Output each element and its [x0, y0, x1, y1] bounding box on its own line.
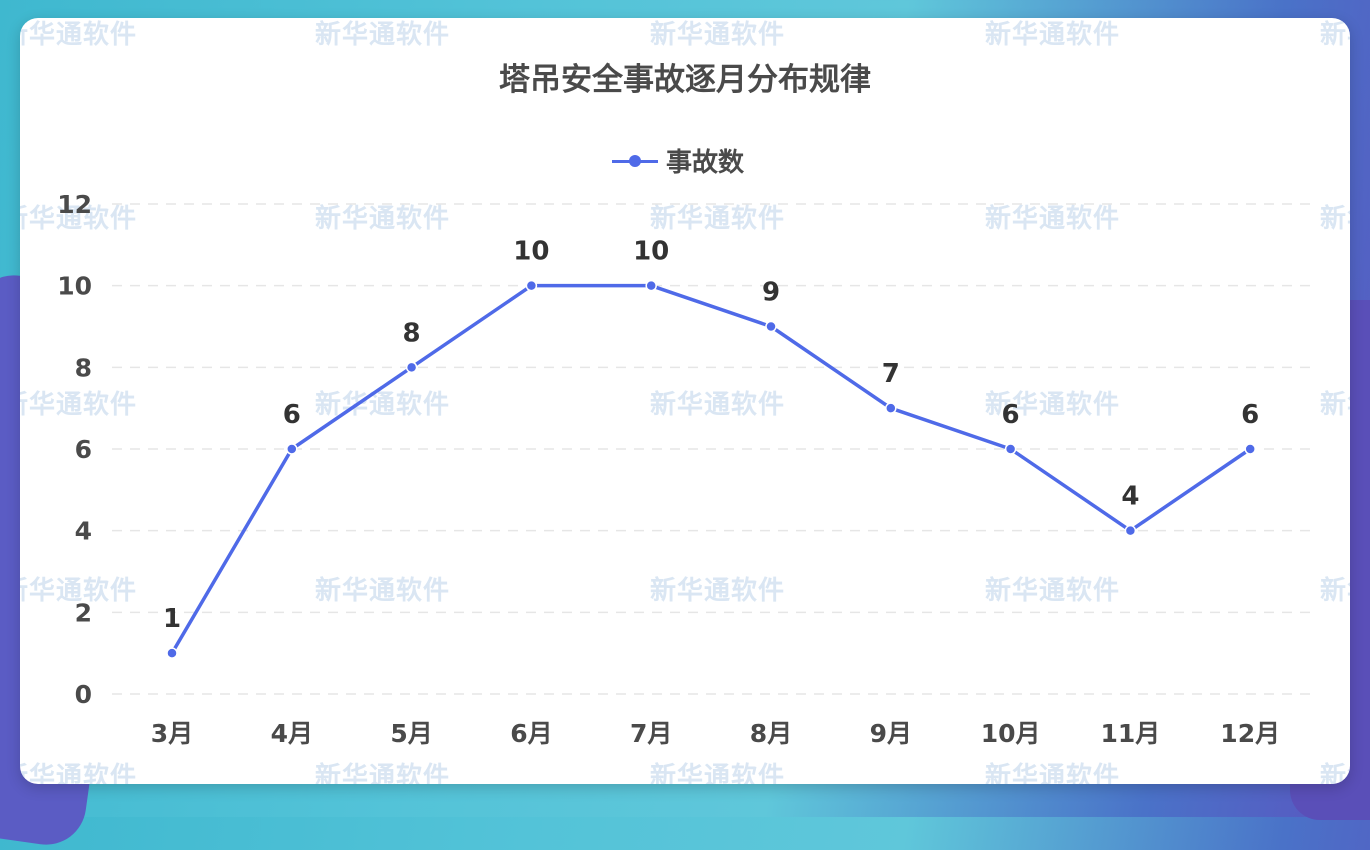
data-label: 6 — [283, 400, 301, 430]
x-tick-label: 10月 — [981, 719, 1041, 748]
x-tick-label: 3月 — [151, 719, 193, 748]
data-label: 1 — [163, 604, 181, 634]
data-point — [1124, 524, 1137, 537]
data-point — [645, 279, 657, 292]
y-tick-label: 12 — [57, 190, 92, 219]
data-point — [1004, 443, 1017, 455]
data-point — [286, 443, 298, 455]
line-chart: 0 2 4 6 8 10 12 3月 4月 5月 6月 7月 8月 9月 10月 11月 12月 1 6 8 10 10 9… — [57, 190, 1310, 748]
y-tick-label: 0 — [75, 680, 92, 709]
legend-series-marker — [612, 151, 658, 171]
x-tick-label: 8月 — [750, 719, 792, 748]
data-label: 4 — [1121, 482, 1139, 512]
y-tick-label: 2 — [75, 598, 92, 627]
data-point — [1244, 443, 1256, 455]
legend-series-label: 事故数 — [666, 148, 745, 178]
data-label: 8 — [403, 318, 421, 348]
data-point — [885, 402, 897, 414]
y-tick-label: 6 — [75, 435, 92, 464]
x-tick-label: 7月 — [630, 719, 672, 748]
data-label: 10 — [513, 237, 549, 267]
chart-title: 塔吊安全事故逐月分布规律 — [499, 62, 871, 98]
data-label: 10 — [633, 237, 669, 267]
data-point — [525, 279, 538, 292]
x-tick-label: 4月 — [271, 719, 313, 748]
x-tick-label: 12月 — [1220, 719, 1280, 748]
y-tick-label: 4 — [75, 517, 92, 546]
x-tick-label: 5月 — [390, 719, 432, 748]
x-tick-label: 11月 — [1101, 719, 1161, 748]
data-point — [765, 320, 777, 333]
data-label: 7 — [882, 359, 900, 389]
series-line — [170, 283, 1252, 655]
legend[interactable]: 事故数 — [612, 142, 744, 179]
data-point — [166, 647, 178, 659]
y-tick-label: 8 — [75, 353, 92, 382]
data-label: 6 — [1241, 400, 1259, 430]
x-tick-label: 9月 — [870, 719, 912, 748]
chart-card: 新华通软件新华通软件新华通软件新华通软件新华通软件新华通软件新华通软件新华通软件… — [20, 18, 1350, 784]
data-label: 6 — [1002, 400, 1020, 430]
data-point — [405, 361, 418, 374]
data-label: 9 — [762, 278, 780, 308]
x-tick-label: 6月 — [510, 719, 552, 748]
y-tick-label: 10 — [57, 272, 92, 301]
